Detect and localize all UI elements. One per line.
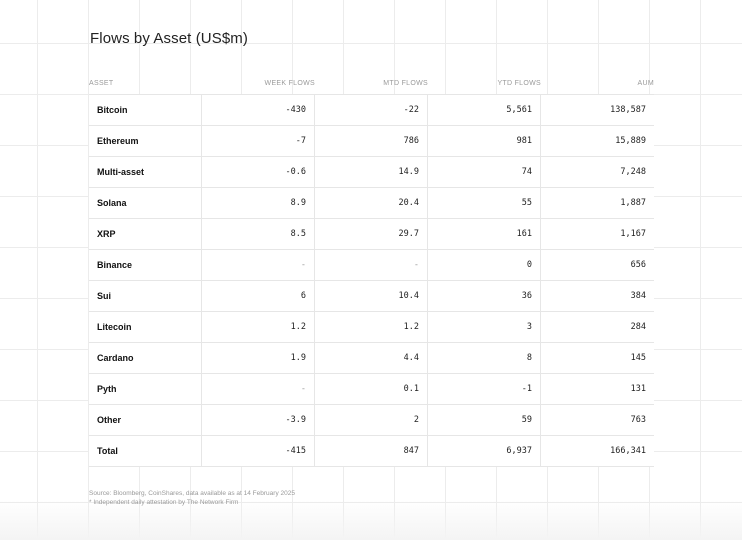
flows-table: ASSET WEEK FLOWS MTD FLOWS YTD FLOWS AUM…: [89, 72, 654, 467]
table-row: Ethereum -7 786 981 15,889: [89, 126, 654, 157]
asset-name-cell: Litecoin: [89, 312, 202, 342]
ytd-cell: 0: [428, 250, 541, 280]
mtd-cell: 2: [315, 405, 428, 435]
table-row: Sui 6 10.4 36 384: [89, 281, 654, 312]
ytd-cell: 981: [428, 126, 541, 156]
asset-name-cell: Pyth: [89, 374, 202, 404]
aum-cell: 1,167: [620, 229, 646, 239]
source-line: Source: Bloomberg, CoinShares, data avai…: [89, 490, 295, 497]
week-cell: 8.5: [202, 219, 315, 249]
mtd-cell: 29.7: [315, 219, 428, 249]
ytd-cell: -1: [428, 374, 541, 404]
bottom-fade: [0, 500, 742, 540]
ytd-cell: 74: [428, 157, 541, 187]
aum-cell: 166,341: [610, 446, 646, 456]
week-cell: -3.9: [202, 405, 315, 435]
mtd-cell: 786: [315, 126, 428, 156]
aum-cell: 284: [630, 322, 646, 332]
asset-name-cell: Bitcoin: [89, 95, 202, 125]
mtd-cell: 20.4: [315, 188, 428, 218]
mtd-cell: 0.1: [315, 374, 428, 404]
week-cell: -7: [202, 126, 315, 156]
table-row: Pyth -0.1 -1 131: [89, 374, 654, 405]
col-header-mtd-flows: MTD FLOWS: [383, 79, 428, 87]
week-cell: -: [202, 374, 315, 404]
table-row: Bitcoin -430 -22 5,561 138,587: [89, 95, 654, 126]
week-cell: 8.9: [202, 188, 315, 218]
col-header-asset: ASSET: [89, 79, 114, 87]
asset-name-cell: Total: [89, 436, 202, 466]
week-cell: -430: [202, 95, 315, 125]
ytd-cell: 5,561: [428, 95, 541, 125]
asset-name-cell: Sui: [89, 281, 202, 311]
mtd-cell: 1.2: [315, 312, 428, 342]
asset-name-cell: Solana: [89, 188, 202, 218]
aum-cell: 7,248: [620, 167, 646, 177]
mtd-cell: -: [315, 250, 428, 280]
mtd-cell: 847: [315, 436, 428, 466]
aum-cell: 384: [630, 291, 646, 301]
table-row: Solana 8.9 20.4 55 1,887: [89, 188, 654, 219]
ytd-cell: 161: [428, 219, 541, 249]
aum-cell: 145: [630, 353, 646, 363]
aum-cell: 131: [630, 384, 646, 394]
asset-name-cell: Ethereum: [89, 126, 202, 156]
table-row: XRP 8.5 29.7 161 1,167: [89, 219, 654, 250]
ytd-cell: 36: [428, 281, 541, 311]
week-cell: -0.6: [202, 157, 315, 187]
mtd-cell: -22: [315, 95, 428, 125]
aum-cell: 656: [630, 260, 646, 270]
asset-name-cell: Binance: [89, 250, 202, 280]
table-row: Multi-asset -0.6 14.9 74 7,248: [89, 157, 654, 188]
week-cell: 6: [202, 281, 315, 311]
table-row: Cardano 1.9 4.4 8 145: [89, 343, 654, 374]
week-cell: 1.2: [202, 312, 315, 342]
source-note: Source: Bloomberg, CoinShares, data avai…: [89, 489, 295, 507]
mtd-cell: 10.4: [315, 281, 428, 311]
ytd-cell: 6,937: [428, 436, 541, 466]
ytd-cell: 59: [428, 405, 541, 435]
table-header: ASSET WEEK FLOWS MTD FLOWS YTD FLOWS AUM: [89, 72, 654, 94]
table-row: Binance - -0 656: [89, 250, 654, 281]
asset-name-cell: Cardano: [89, 343, 202, 373]
mtd-cell: 4.4: [315, 343, 428, 373]
asset-name-cell: Other: [89, 405, 202, 435]
table-row: Other -3.9 2 59 763: [89, 405, 654, 436]
table-row: Total -415 847 6,937 166,341: [89, 436, 654, 467]
page-title: Flows by Asset (US$m): [90, 30, 248, 47]
week-cell: -: [202, 250, 315, 280]
table-row: Litecoin 1.2 1.2 3 284: [89, 312, 654, 343]
col-header-aum: AUM: [637, 79, 654, 87]
asset-name-cell: XRP: [89, 219, 202, 249]
aum-cell: 1,887: [620, 198, 646, 208]
aum-cell: 763: [630, 415, 646, 425]
aum-cell: 138,587: [610, 105, 646, 115]
ytd-cell: 3: [428, 312, 541, 342]
aum-cell: 15,889: [615, 136, 646, 146]
ytd-cell: 55: [428, 188, 541, 218]
mtd-cell: 14.9: [315, 157, 428, 187]
week-cell: 1.9: [202, 343, 315, 373]
table-body: Bitcoin -430 -22 5,561 138,587 Ethereum -7 786 9…: [89, 94, 654, 467]
col-header-week-flows: WEEK FLOWS: [264, 79, 315, 87]
asset-name-cell: Multi-asset: [89, 157, 202, 187]
ytd-cell: 8: [428, 343, 541, 373]
week-cell: -415: [202, 436, 315, 466]
col-header-ytd-flows: YTD FLOWS: [497, 79, 541, 87]
attestation-line: * Independent daily attestation by The N…: [89, 499, 239, 506]
